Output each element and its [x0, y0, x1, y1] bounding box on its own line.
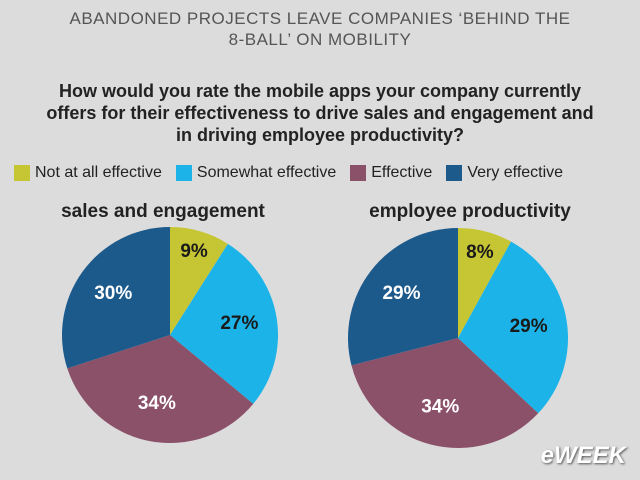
value-label: 27% [220, 313, 258, 334]
question: How would you rate the mobile apps your … [46, 81, 594, 145]
pie-slice [458, 241, 568, 414]
header-title: ABANDONED PROJECTS LEAVE COMPANIES ‘BEHI… [69, 9, 571, 49]
pie-title: sales and engagement [61, 201, 265, 222]
legend: Not at all effective Somewhat effective Ef… [14, 164, 563, 182]
value-label: 9% [180, 241, 208, 262]
legend-label: Somewhat effective [196, 164, 337, 181]
legend-label: Effective [371, 164, 433, 181]
value-label: 30% [94, 283, 132, 304]
pie-slice [170, 227, 228, 335]
legend-item: Somewhat effective [175, 164, 337, 182]
value-label: 29% [382, 283, 420, 304]
pie-slice [67, 335, 254, 443]
legend-swatch [14, 165, 30, 181]
legend-item: Not at all effective [14, 164, 162, 182]
pie-slice [351, 338, 539, 448]
value-label: 29% [510, 316, 548, 337]
legend-label: Very effective [467, 164, 564, 181]
legend-swatch [446, 165, 463, 181]
legend-swatch [175, 165, 192, 181]
value-label: 8% [466, 242, 494, 263]
legend-swatch [350, 165, 367, 181]
pie-slice [61, 227, 171, 369]
pie-slice [170, 243, 278, 404]
value-label: 34% [138, 393, 176, 414]
pie-slice [458, 228, 511, 338]
legend-item: Very effective [446, 164, 563, 182]
legend-item: Effective [350, 164, 432, 182]
legend-label: Not at all effective [35, 164, 162, 181]
brand-logo: eWEEK [540, 442, 626, 469]
pie-title: employee productivity [369, 201, 571, 222]
value-label: 34% [421, 396, 459, 417]
pie-slice [347, 228, 458, 366]
